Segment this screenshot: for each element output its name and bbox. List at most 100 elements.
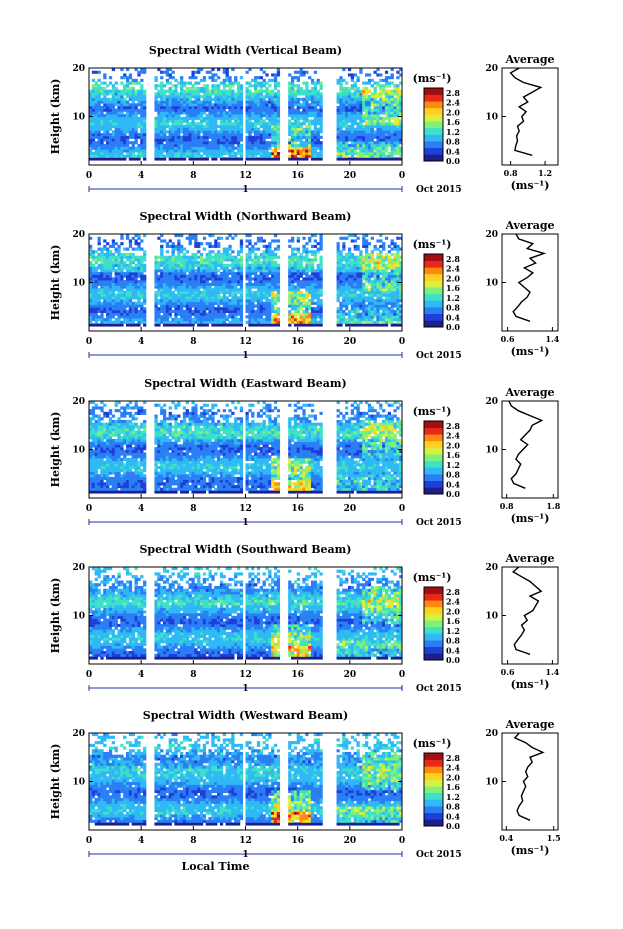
- heatmap-cell: [254, 133, 258, 137]
- heatmap-cell: [182, 304, 187, 308]
- heatmap-cell: [154, 130, 158, 134]
- heatmap-cell: [111, 111, 116, 115]
- heatmap-cell: [202, 149, 207, 153]
- heatmap-cell: [168, 296, 172, 300]
- heatmap-cell: [302, 271, 306, 276]
- heatmap-cell: [342, 244, 346, 248]
- heatmap-cell: [171, 285, 175, 289]
- heatmap-cell: [180, 135, 184, 139]
- heatmap-cell: [100, 304, 104, 308]
- heatmap-cell: [302, 255, 306, 259]
- heatmap-cell: [117, 143, 121, 147]
- heatmap-cell: [265, 293, 269, 297]
- heatmap-cell: [143, 95, 147, 99]
- heatmap-cell: [177, 97, 181, 101]
- heatmap-cell: [236, 269, 241, 273]
- heatmap-cell: [208, 282, 212, 286]
- heatmap-cell: [271, 301, 275, 305]
- heatmap-cell: [308, 299, 312, 303]
- heatmap-cell: [259, 274, 263, 278]
- heatmap-cell: [168, 127, 172, 131]
- heatmap-cell: [234, 263, 238, 267]
- heatmap-cell: [217, 133, 221, 137]
- heatmap-cell: [165, 296, 170, 300]
- heatmap-cell: [137, 122, 141, 126]
- heatmap-cell: [168, 293, 172, 297]
- heatmap-cell: [271, 239, 275, 243]
- heatmap-cell: [316, 304, 320, 308]
- heatmap-cell: [265, 261, 269, 265]
- heatmap-cell: [353, 89, 357, 93]
- heatmap-cell: [276, 157, 281, 161]
- heatmap-cell: [382, 97, 386, 101]
- heatmap-cell: [236, 149, 241, 153]
- heatmap-cell: [214, 105, 218, 110]
- heatmap-cell: [299, 141, 303, 145]
- heatmap-cell: [185, 301, 189, 305]
- heatmap-cell: [89, 266, 93, 270]
- heatmap-cell: [236, 320, 241, 324]
- heatmap-cell: [336, 266, 340, 270]
- heatmap-cell: [228, 282, 232, 286]
- heatmap-cell: [387, 81, 392, 85]
- heatmap-cell: [231, 309, 235, 313]
- heatmap-cell: [234, 95, 238, 99]
- heatmap-cell: [239, 239, 244, 243]
- heatmap-cell: [165, 269, 170, 273]
- heatmap-cell: [387, 116, 392, 120]
- chart-title: Spectral Width (Northward Beam): [140, 210, 352, 223]
- heatmap-cell: [134, 239, 138, 243]
- heatmap-cell: [103, 143, 107, 147]
- heatmap-cell: [339, 252, 343, 257]
- heatmap-cell: [91, 274, 96, 278]
- heatmap-cell: [106, 288, 110, 292]
- heatmap-cell: [393, 141, 397, 145]
- heatmap-cell: [103, 285, 107, 289]
- heatmap-cell: [254, 318, 258, 322]
- heatmap-cell: [393, 111, 397, 115]
- heatmap-cell: [125, 92, 130, 96]
- heatmap-cell: [222, 92, 226, 96]
- heatmap-cell: [165, 258, 170, 262]
- heatmap-cell: [162, 261, 167, 265]
- heatmap-cell: [376, 105, 380, 110]
- heatmap-cell: [143, 296, 147, 300]
- heatmap-cell: [131, 266, 135, 270]
- heatmap-cell: [131, 108, 135, 112]
- heatmap-cell: [217, 76, 221, 80]
- heatmap-cell: [273, 234, 278, 238]
- heatmap-cell: [111, 84, 116, 88]
- heatmap-cell: [234, 258, 238, 262]
- heatmap-cell: [382, 138, 386, 142]
- heatmap-cell: [231, 157, 235, 161]
- heatmap-cell: [219, 252, 224, 257]
- heatmap-cell: [197, 293, 201, 297]
- heatmap-cell: [288, 315, 292, 319]
- heatmap-cell: [165, 261, 170, 265]
- heatmap-cell: [268, 320, 272, 324]
- heatmap-cell: [302, 97, 306, 101]
- heatmap-cell: [131, 236, 135, 240]
- heatmap-cell: [254, 92, 258, 96]
- heatmap-cell: [171, 124, 175, 129]
- heatmap-cell: [299, 114, 303, 118]
- heatmap-cell: [131, 89, 135, 93]
- heatmap-cell: [154, 269, 158, 273]
- heatmap-cell: [108, 312, 113, 316]
- heatmap-cell: [251, 244, 255, 248]
- heatmap-cell: [291, 97, 295, 101]
- heatmap-cell: [108, 271, 113, 276]
- heatmap-cell: [137, 244, 141, 248]
- heatmap-cell: [194, 95, 198, 99]
- heatmap-cell: [339, 135, 343, 139]
- heatmap-cell: [296, 78, 300, 82]
- heatmap-cell: [117, 285, 121, 289]
- heatmap-cell: [316, 116, 320, 120]
- heatmap-cell: [342, 269, 346, 273]
- heatmap-cell: [313, 271, 318, 276]
- heatmap-cell: [131, 141, 135, 145]
- heatmap-cell: [222, 68, 226, 72]
- heatmap-cell: [197, 274, 201, 278]
- heatmap-cell: [319, 143, 323, 147]
- heatmap-cell: [114, 127, 118, 131]
